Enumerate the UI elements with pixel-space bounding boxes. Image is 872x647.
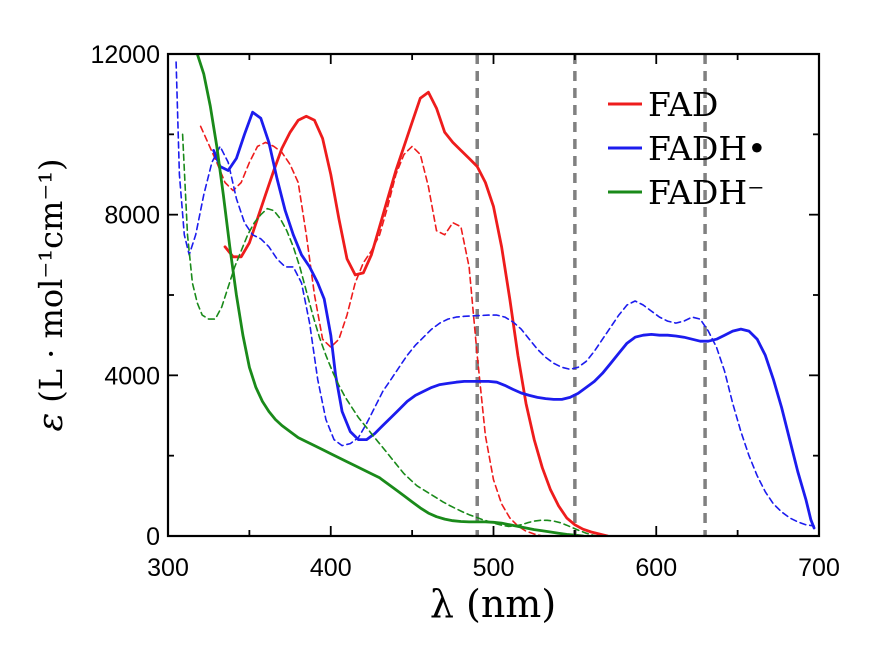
y-tick-label: 12000 (90, 41, 160, 69)
y-tick-labels: 0 4000 8000 12000 (90, 41, 160, 551)
series-line-solid (212, 110, 816, 530)
x-axis-title: λ (nm) (430, 582, 556, 626)
x-tick-label: 300 (147, 554, 189, 582)
legend-label: FADH⁻ (648, 173, 765, 212)
y-axis-symbol: ε (31, 413, 71, 432)
plot-frame (166, 52, 821, 538)
x-tick-label: 600 (635, 554, 677, 582)
x-tick-label: 400 (310, 554, 352, 582)
x-tick-label: 700 (798, 554, 840, 582)
series-line-solid (223, 90, 609, 536)
y-tick-label: 0 (146, 523, 160, 551)
axis-ticks (167, 53, 820, 537)
y-axis-title: ε (L · mol⁻¹cm⁻¹) (31, 158, 71, 431)
series-line-dashed (199, 125, 544, 536)
series-line-solid (195, 54, 585, 536)
series-layer (175, 54, 816, 536)
series-line-dashed (181, 133, 597, 536)
series-line-dashed (175, 61, 815, 527)
legend-label: FADH• (648, 129, 767, 168)
x-tick-label: 500 (473, 554, 515, 582)
x-tick-labels: 300 400 500 600 700 (147, 554, 840, 582)
y-tick-label: 8000 (104, 202, 160, 230)
reference-lines (475, 54, 707, 536)
y-tick-label: 4000 (104, 362, 160, 390)
y-axis-units: (L · mol⁻¹cm⁻¹) (32, 158, 70, 402)
legend: FAD FADH• FADH⁻ (608, 85, 767, 212)
legend-label: FAD (648, 85, 718, 124)
